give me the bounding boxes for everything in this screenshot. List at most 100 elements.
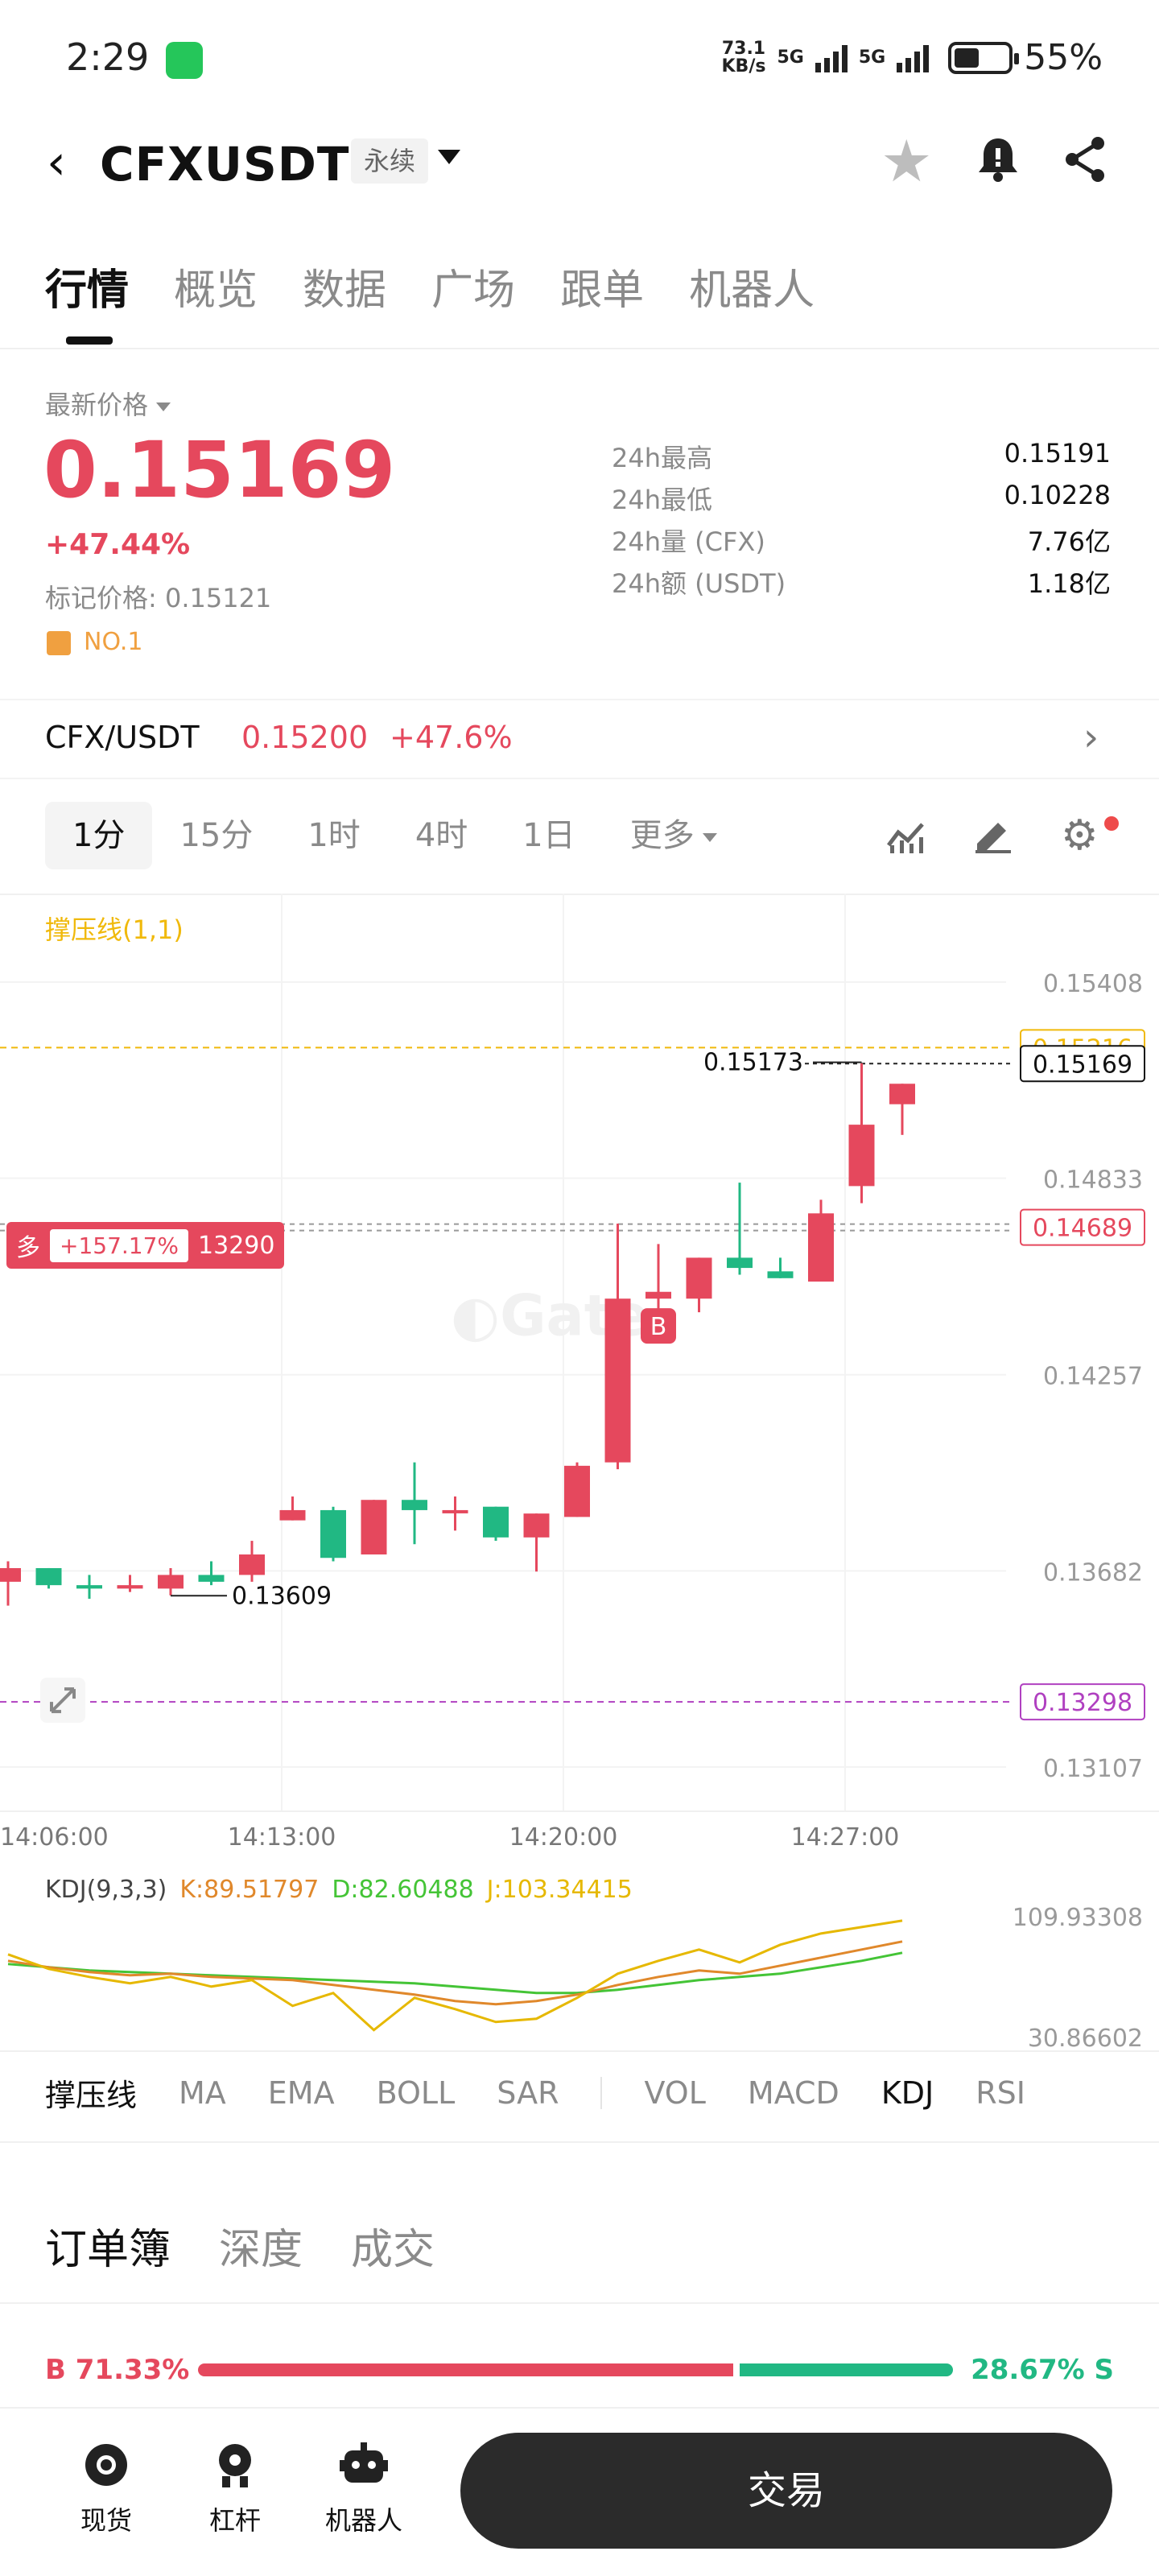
- kdj-min-label: 30.86602: [1028, 2025, 1143, 2053]
- status-bar: 2:29 73.1 KB/s 5G 5G 55%: [0, 0, 1159, 121]
- candle-body: [198, 1575, 225, 1582]
- pair-title[interactable]: CFXUSDT: [100, 137, 350, 192]
- trade-button[interactable]: 交易: [460, 2433, 1112, 2549]
- indicator-sr[interactable]: 撑压线: [45, 2078, 138, 2113]
- robot-icon: [340, 2442, 388, 2483]
- position-pnl: +157.17%: [50, 1228, 189, 1262]
- x-tick-label: 14:27:00: [791, 1823, 900, 1852]
- mark-price: 标记价格: 0.15121: [45, 583, 272, 613]
- net-speed: 73.1 KB/s: [721, 38, 766, 76]
- favorite-star-icon[interactable]: ★: [881, 127, 933, 195]
- header: ‹ CFXUSDT 永续 ★: [0, 121, 1159, 209]
- indicator-kdj[interactable]: KDJ: [881, 2074, 934, 2111]
- last-price-label-box: [1020, 1045, 1145, 1083]
- interval-4h[interactable]: 4时: [415, 817, 468, 854]
- candle-body: [0, 1567, 21, 1582]
- notification-dot: [1104, 816, 1119, 831]
- tab-depth[interactable]: 深度: [219, 2226, 303, 2274]
- tab-square[interactable]: 广场: [431, 266, 516, 315]
- candle-body: [523, 1513, 550, 1538]
- divider: [0, 2141, 1159, 2143]
- indicator-name[interactable]: 撑压线(1,1): [45, 914, 184, 945]
- interval-1m[interactable]: 1分: [45, 802, 153, 869]
- divider: [0, 2302, 1159, 2304]
- last-price-label: 0.15169: [1033, 1051, 1132, 1079]
- indicator-ma[interactable]: MA: [179, 2074, 226, 2111]
- leverage-icon: [219, 2444, 251, 2487]
- sell-ratio: 28.67% S: [971, 2354, 1114, 2386]
- price-alert-bell-icon[interactable]: [975, 135, 1021, 184]
- drawing-pencil-icon[interactable]: [972, 818, 1014, 853]
- candle-body: [35, 1567, 62, 1586]
- share-icon[interactable]: [1061, 135, 1109, 184]
- candle-body: [686, 1257, 712, 1299]
- divider: [0, 894, 1159, 895]
- y-tick-label: 0.13107: [1043, 1755, 1143, 1783]
- candle-body: [564, 1465, 590, 1517]
- y-tick-label: 0.15408: [1043, 970, 1143, 998]
- candle-body: [767, 1271, 794, 1278]
- kdj-j-line: [7, 1919, 903, 2032]
- tab-orderbook[interactable]: 订单簿: [45, 2226, 171, 2274]
- nav-margin[interactable]: 杠杆: [187, 2441, 283, 2537]
- kdj-max-label: 109.93308: [1013, 1904, 1143, 1932]
- position-qty: 13290: [198, 1231, 275, 1260]
- tab-data[interactable]: 数据: [303, 266, 387, 315]
- high-annotation: 0.15173: [703, 1049, 803, 1077]
- buy-ratio-bar: [198, 2363, 734, 2376]
- interval-more[interactable]: 更多: [603, 802, 744, 869]
- candlestick-chart[interactable]: ◐Gate0.154080.148330.142570.136820.13107…: [0, 894, 1159, 2053]
- indicator-sar[interactable]: SAR: [497, 2074, 559, 2111]
- main-tabs: 行情 概览 数据 广场 跟单 机器人: [45, 256, 860, 316]
- spot-change: +47.6%: [390, 720, 513, 755]
- candle-body: [483, 1506, 509, 1538]
- spot-market-link[interactable]: CFX/USDT 0.15200 +47.6% ›: [0, 699, 1159, 779]
- tab-copy-trading[interactable]: 跟单: [560, 266, 645, 315]
- candle-body: [76, 1585, 102, 1589]
- indicator-macd[interactable]: MACD: [747, 2074, 839, 2111]
- indicator-chart-icon[interactable]: [885, 818, 927, 853]
- price-type-selector[interactable]: 最新价格: [45, 385, 171, 422]
- buy-marker: [641, 1308, 676, 1344]
- interval-15m[interactable]: 15分: [179, 817, 254, 854]
- chart-settings-gear-icon[interactable]: ⚙: [1061, 811, 1099, 860]
- indicator-vol[interactable]: VOL: [644, 2074, 706, 2111]
- battery-icon: [948, 41, 1020, 74]
- indicator-ema[interactable]: EMA: [267, 2074, 335, 2111]
- tab-trades[interactable]: 成交: [351, 2226, 435, 2274]
- pair-dropdown-icon[interactable]: [438, 150, 460, 164]
- active-tab-indicator: [66, 336, 113, 345]
- x-tick-label: 14:20:00: [509, 1823, 618, 1852]
- candle-body: [279, 1509, 306, 1521]
- indicator-boll[interactable]: BOLL: [376, 2074, 456, 2111]
- indicator-rsi[interactable]: RSI: [975, 2074, 1025, 2111]
- nav-spot[interactable]: 现货: [58, 2441, 155, 2537]
- tab-market[interactable]: 行情: [45, 266, 130, 315]
- kdj-d-line: [7, 1951, 903, 1995]
- entry-price-label: 0.14689: [1033, 1215, 1132, 1243]
- nav-bots[interactable]: 机器人: [316, 2441, 412, 2537]
- position-tag[interactable]: 多 +157.17% 13290: [6, 1222, 285, 1269]
- last-price: 0.15169: [43, 425, 396, 515]
- kdj-d: D:82.60488: [332, 1876, 474, 1904]
- bottom-nav: 现货 杠杆 机器人 交易: [0, 2407, 1159, 2576]
- shield-icon: [166, 42, 203, 79]
- signal-label-2: 5G: [858, 47, 886, 68]
- interval-1d[interactable]: 1日: [522, 817, 575, 854]
- candle-body: [158, 1575, 184, 1589]
- back-arrow-icon[interactable]: ‹: [47, 134, 66, 191]
- spot-price: 0.15200: [241, 720, 369, 755]
- rank-chart-icon: [47, 631, 71, 655]
- signal-bars-icon: [815, 43, 848, 72]
- rank-badge[interactable]: NO.1: [84, 628, 143, 656]
- low-annotation: 0.13609: [232, 1582, 332, 1610]
- buy-marker-label: B: [650, 1313, 667, 1341]
- divider: [0, 348, 1159, 349]
- tab-bots[interactable]: 机器人: [689, 266, 815, 315]
- interval-1h[interactable]: 1时: [307, 817, 361, 854]
- position-side: 多: [16, 1234, 40, 1262]
- candle-body: [645, 1291, 671, 1299]
- stat-row: 24h最低 0.10228: [612, 480, 1111, 515]
- tab-overview[interactable]: 概览: [174, 266, 258, 315]
- signal-label-1: 5G: [777, 47, 804, 68]
